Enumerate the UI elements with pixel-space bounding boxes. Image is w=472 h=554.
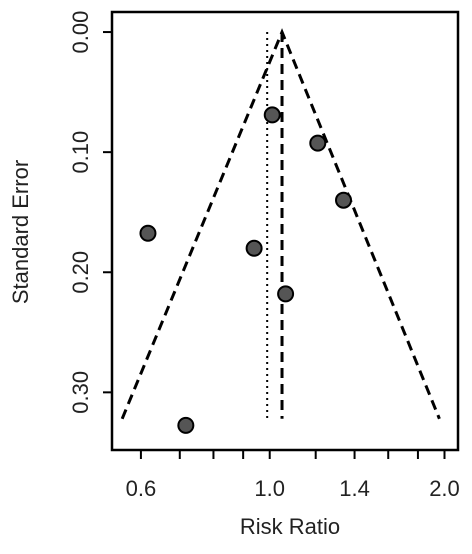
y-tick-label: 0.30 bbox=[68, 371, 93, 414]
y-tick-label: 0.00 bbox=[68, 11, 93, 54]
y-axis-label: Standard Error bbox=[8, 160, 33, 304]
study-point bbox=[335, 191, 353, 209]
study-point bbox=[263, 106, 281, 124]
x-axis-label: Risk Ratio bbox=[240, 514, 340, 539]
x-tick-label: 1.0 bbox=[254, 476, 285, 501]
y-tick-label: 0.10 bbox=[68, 131, 93, 174]
study-point bbox=[177, 416, 195, 434]
y-tick-label: 0.20 bbox=[68, 251, 93, 294]
funnel-bounds bbox=[120, 28, 441, 420]
study-point bbox=[277, 285, 295, 303]
study-point bbox=[245, 239, 263, 257]
study-point bbox=[139, 224, 157, 242]
study-point bbox=[309, 134, 327, 152]
x-tick-label: 0.6 bbox=[126, 476, 157, 501]
x-tick-label: 2.0 bbox=[429, 476, 460, 501]
x-tick-label: 1.4 bbox=[339, 476, 370, 501]
plot-frame bbox=[110, 10, 460, 452]
